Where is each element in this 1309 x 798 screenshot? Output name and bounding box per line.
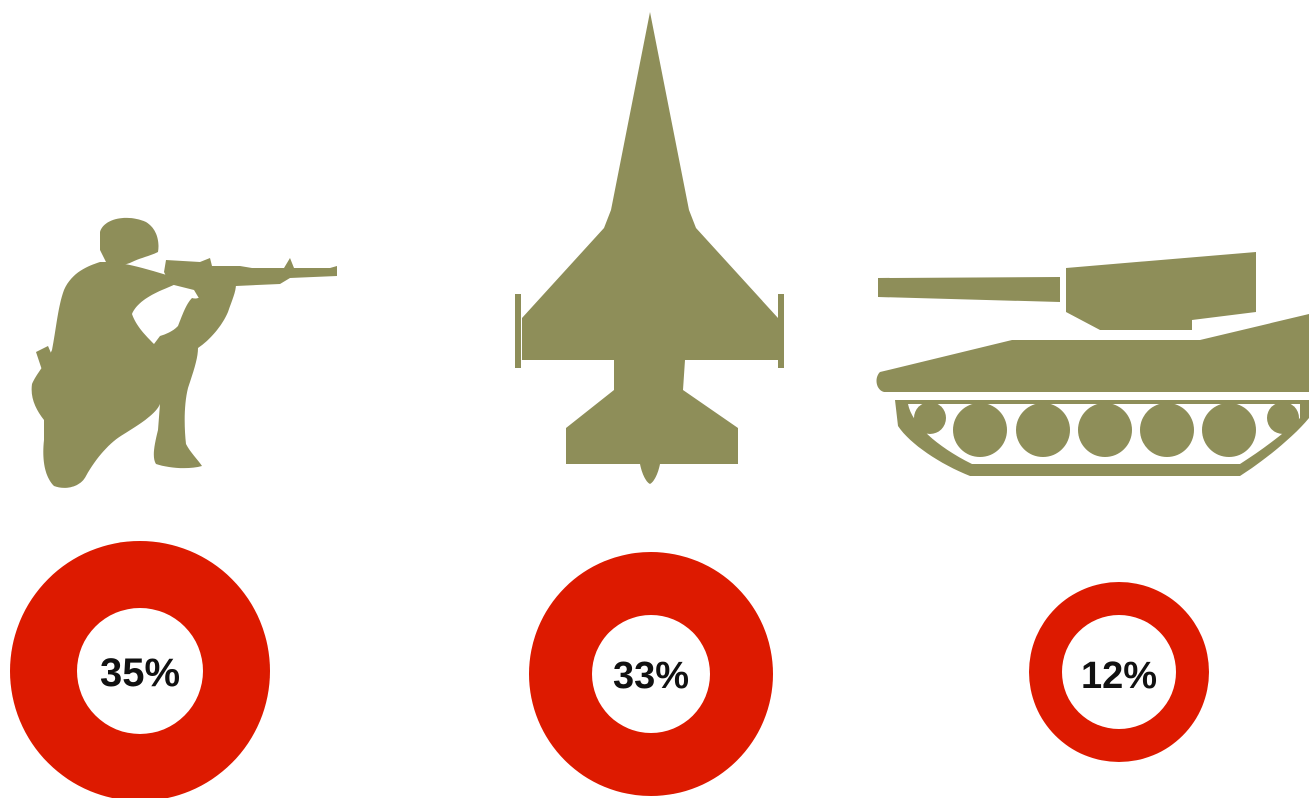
ring-inner [592,615,710,733]
ring-inner [77,608,203,734]
stat-ring-jet: 33% [529,552,773,796]
stat-ring-tank: 12% [1029,582,1209,762]
percent-label: 33% [613,655,689,697]
tank-icon [876,252,1309,476]
percent-label: 35% [100,651,180,695]
ring-inner [1062,615,1176,729]
stat-ring-soldier: 35% [10,541,270,798]
soldier-icon [31,217,337,488]
percent-label: 12% [1081,655,1157,697]
fighter-jet-icon [515,12,784,484]
